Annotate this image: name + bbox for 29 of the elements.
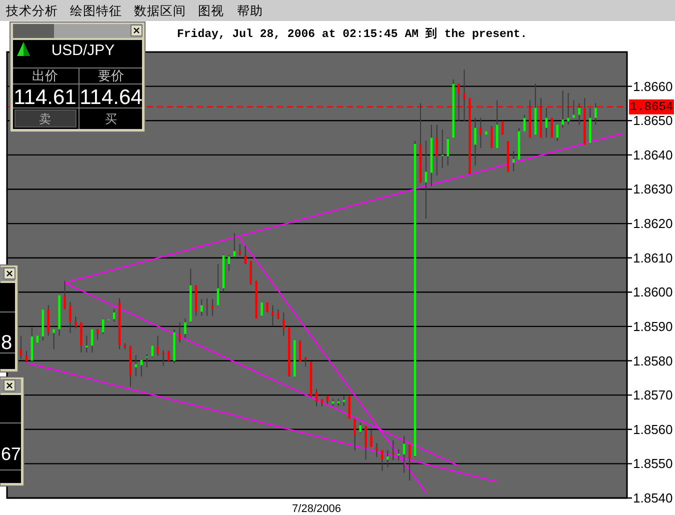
annotation: 要价 [98, 69, 124, 84]
y-tick-label: 1.8540 [633, 490, 673, 506]
y-tick-label: 1.8660 [633, 78, 673, 94]
y-tick-label: 1.8590 [633, 318, 673, 334]
text: 图视 [198, 3, 224, 18]
annotation: 出价 [32, 69, 58, 84]
annotation: 67 [1, 444, 22, 464]
y-tick-label: 1.8560 [633, 422, 673, 437]
y-tick-label: 1.8640 [633, 147, 673, 162]
annotation: 8 [1, 332, 12, 354]
y-tick-label: 1.8630 [633, 182, 673, 197]
annotation: 114.61 [14, 86, 76, 109]
y-tick-label: 1.8580 [633, 353, 673, 368]
text: USD/JPY [51, 42, 115, 59]
chart-title: Friday, Jul 28, 2006 at 02:15:45 AM 到 the present. [177, 27, 528, 41]
y-tick-label: 1.8620 [633, 216, 673, 232]
annotation: 卖 [39, 112, 51, 126]
annotation: 买 [105, 112, 117, 126]
text: 绘图特征 [70, 3, 122, 18]
y-tick-label: 1.8550 [633, 456, 673, 472]
y-tick-label: 1.8570 [633, 388, 673, 403]
x-tick-label: 7/28/2006 [292, 503, 341, 515]
text: 帮助 [237, 3, 263, 18]
text: 数据区间 [134, 3, 186, 18]
y-tick-label: 1.8610 [633, 250, 673, 266]
y-tick-label: 1.8600 [633, 284, 673, 300]
annotation: 114.64 [80, 86, 143, 109]
y-tick-label: 1.8650 [633, 113, 673, 128]
text: 技术分析 [5, 3, 58, 18]
